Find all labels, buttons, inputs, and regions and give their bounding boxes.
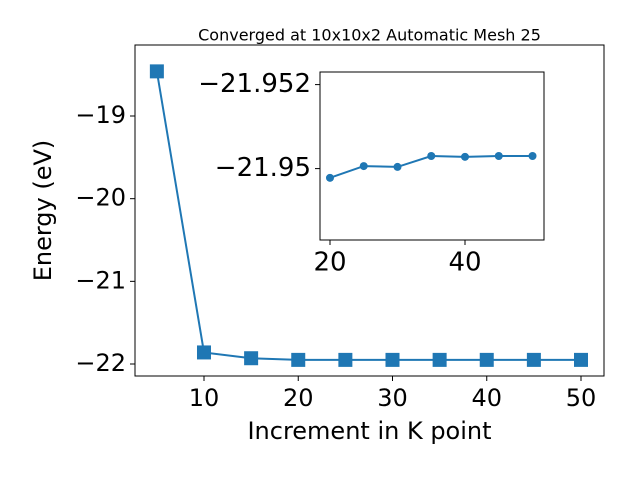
marker: [432, 352, 447, 367]
marker: [291, 352, 306, 367]
series-line: [155, 71, 582, 361]
y-tick-label: −20: [75, 184, 126, 212]
marker: [149, 64, 164, 79]
marker: [393, 162, 402, 171]
marker: [427, 152, 436, 160]
marker: [461, 152, 470, 161]
marker: [359, 162, 368, 171]
y-tick-label: −19: [75, 101, 126, 129]
marker: [325, 173, 334, 182]
x-tick-label: 30: [377, 384, 408, 412]
marker: [244, 351, 259, 366]
marker: [196, 345, 211, 360]
x-tick-label: 20: [283, 384, 314, 412]
y-tick-label: −22: [75, 349, 126, 377]
marker: [385, 352, 400, 367]
x-tick-label: 10: [189, 384, 220, 412]
y-tick-label: −21.952: [198, 69, 311, 99]
x-axis-label: Increment in K point: [247, 417, 491, 445]
marker: [528, 152, 537, 160]
marker: [526, 352, 541, 367]
y-tick-label: −21: [75, 266, 126, 294]
marker: [338, 352, 353, 367]
x-tick-label: 50: [566, 384, 597, 412]
marker: [479, 352, 494, 367]
marker: [494, 152, 503, 160]
x-tick-label: 40: [448, 248, 481, 278]
marker: [574, 352, 589, 367]
x-tick-label: 20: [313, 248, 346, 278]
x-tick-label: 40: [471, 384, 502, 412]
chart-title: Converged at 10x10x2 Automatic Mesh 25: [198, 26, 541, 45]
y-axis-label: Energy (eV): [29, 140, 57, 282]
y-tick-label: −21.95: [215, 153, 311, 183]
